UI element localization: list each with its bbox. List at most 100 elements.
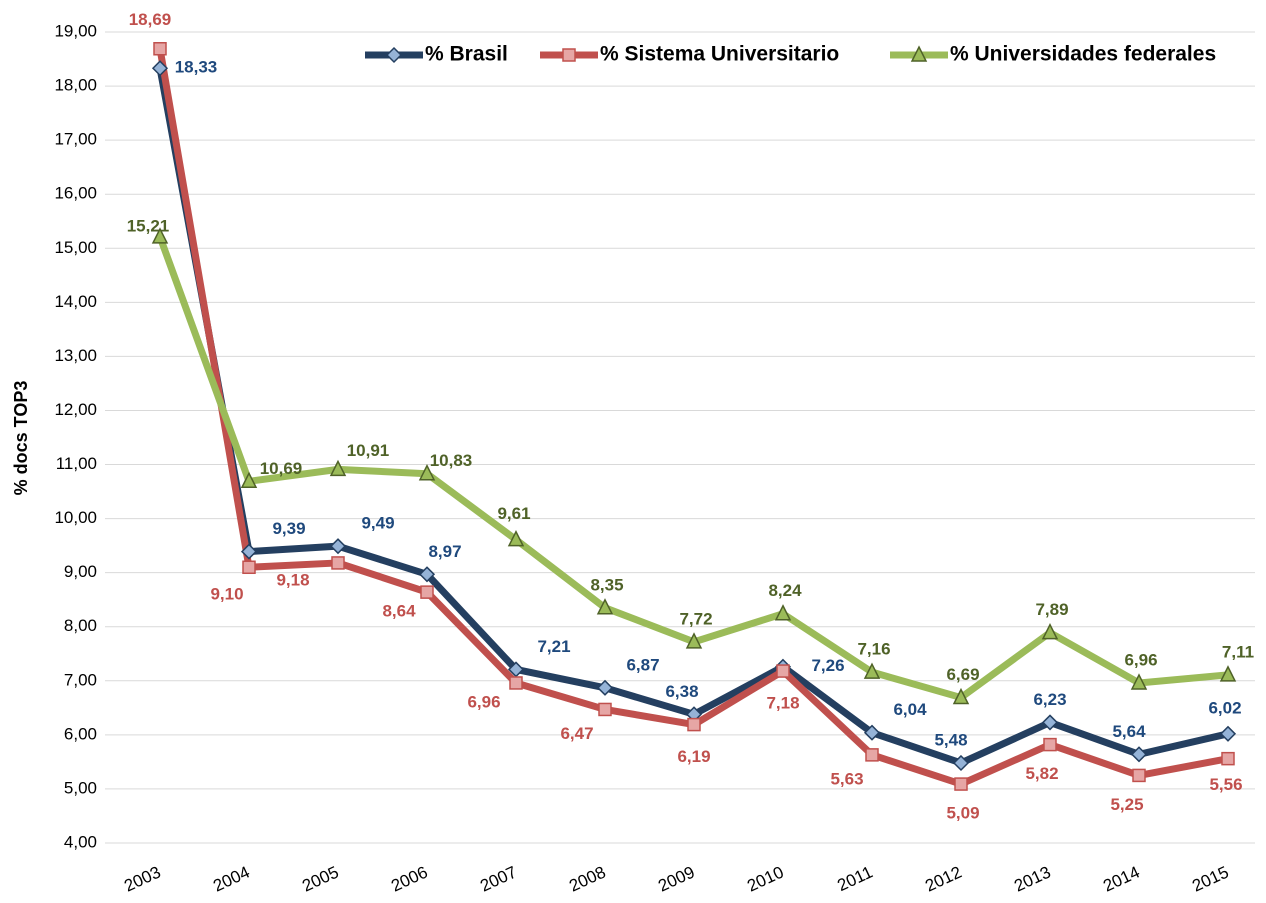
value-label: 5,09 <box>946 804 979 823</box>
value-label: 8,24 <box>768 581 802 600</box>
x-tick-label: 2007 <box>477 862 519 895</box>
marker <box>329 459 347 477</box>
value-label: 10,91 <box>347 441 390 460</box>
value-label: 8,64 <box>382 602 416 621</box>
value-label: 6,02 <box>1208 698 1241 717</box>
value-label: 7,18 <box>766 694 799 713</box>
marker <box>1221 751 1235 766</box>
series-line <box>156 48 1229 788</box>
marker <box>1219 665 1237 682</box>
value-label: 6,69 <box>946 665 979 684</box>
marker <box>1130 673 1148 690</box>
x-tick-label: 2005 <box>299 862 341 895</box>
y-tick-label: 11,00 <box>56 454 97 473</box>
marker <box>596 598 614 615</box>
value-label: 5,56 <box>1209 775 1242 794</box>
x-tick-label: 2009 <box>655 862 697 895</box>
value-label: 9,10 <box>210 585 243 604</box>
marker <box>954 777 968 791</box>
marker <box>774 604 792 621</box>
value-label: 6,19 <box>677 747 710 766</box>
legend-label: % Sistema Universitario <box>600 43 839 66</box>
series-line <box>156 235 1229 702</box>
marker <box>329 538 347 555</box>
x-tick-label: 2011 <box>834 862 875 895</box>
value-label: 9,39 <box>272 519 305 538</box>
value-label: 9,18 <box>276 570 309 589</box>
x-tick-label: 2015 <box>1189 862 1231 895</box>
legend-label: % Brasil <box>425 43 508 66</box>
value-label: 6,38 <box>665 682 698 701</box>
marker <box>776 664 790 678</box>
value-label: 5,48 <box>934 730 967 749</box>
marker <box>1043 737 1057 752</box>
value-label: 6,96 <box>467 692 500 711</box>
x-tick-label: 2012 <box>922 862 964 895</box>
marker <box>1041 714 1059 731</box>
legend-marker <box>562 48 576 62</box>
y-tick-label: 8,00 <box>64 616 97 635</box>
value-label: 18,33 <box>175 58 218 77</box>
x-tick-label: 2014 <box>1100 862 1142 895</box>
value-label: 7,21 <box>537 637 570 656</box>
marker <box>598 702 612 717</box>
y-tick-label: 16,00 <box>54 184 97 203</box>
marker <box>418 464 436 481</box>
value-label: 5,63 <box>830 769 863 788</box>
y-tick-label: 15,00 <box>54 238 97 257</box>
marker <box>1130 746 1148 763</box>
marker <box>1132 768 1146 783</box>
x-tick-label: 2004 <box>210 862 252 895</box>
value-label: 7,89 <box>1035 600 1068 619</box>
value-label: 10,83 <box>430 451 473 470</box>
marker <box>865 748 879 762</box>
value-label: 7,26 <box>811 656 844 675</box>
marker <box>952 687 970 705</box>
y-tick-label: 10,00 <box>54 508 97 527</box>
marker <box>863 662 881 679</box>
marker <box>1219 725 1237 742</box>
value-label: 8,97 <box>428 542 461 561</box>
value-label: 9,61 <box>497 504 530 523</box>
marker <box>151 60 169 77</box>
marker <box>240 471 258 489</box>
value-label: 9,49 <box>361 514 394 533</box>
value-label: 15,21 <box>127 216 170 235</box>
marker <box>242 560 256 575</box>
marker <box>418 566 436 583</box>
marker <box>687 717 701 732</box>
value-label: 8,35 <box>590 575 623 594</box>
value-label: 5,64 <box>1112 722 1146 741</box>
x-tick-label: 2006 <box>388 862 430 895</box>
marker <box>240 543 258 560</box>
marker <box>420 585 434 599</box>
marker <box>151 227 169 244</box>
marker <box>507 530 525 547</box>
marker <box>863 724 881 741</box>
x-tick-label: 2008 <box>566 862 608 895</box>
y-tick-label: 17,00 <box>54 130 97 149</box>
marker <box>509 676 523 690</box>
y-tick-label: 12,00 <box>54 400 97 419</box>
series-line <box>156 67 1229 767</box>
y-tick-label: 7,00 <box>64 670 97 689</box>
value-label: 7,72 <box>679 609 712 628</box>
y-tick-label: 19,00 <box>54 21 97 40</box>
marker <box>331 556 345 570</box>
y-tick-label: 9,00 <box>64 562 97 581</box>
value-label: 7,16 <box>857 640 890 659</box>
value-label: 7,11 <box>1222 642 1254 661</box>
legend-marker <box>910 45 928 62</box>
y-tick-label: 5,00 <box>64 778 97 797</box>
y-tick-label: 4,00 <box>64 832 97 851</box>
x-tick-label: 2003 <box>121 862 163 895</box>
marker <box>952 754 970 772</box>
y-tick-label: 18,00 <box>54 76 97 95</box>
value-label: 6,87 <box>626 655 659 674</box>
x-tick-label: 2010 <box>744 862 786 895</box>
value-label: 6,47 <box>560 724 593 743</box>
y-tick-label: 6,00 <box>64 724 97 743</box>
legend-marker <box>385 46 403 64</box>
value-label: 10,69 <box>260 459 303 478</box>
y-tick-label: 13,00 <box>54 346 97 365</box>
